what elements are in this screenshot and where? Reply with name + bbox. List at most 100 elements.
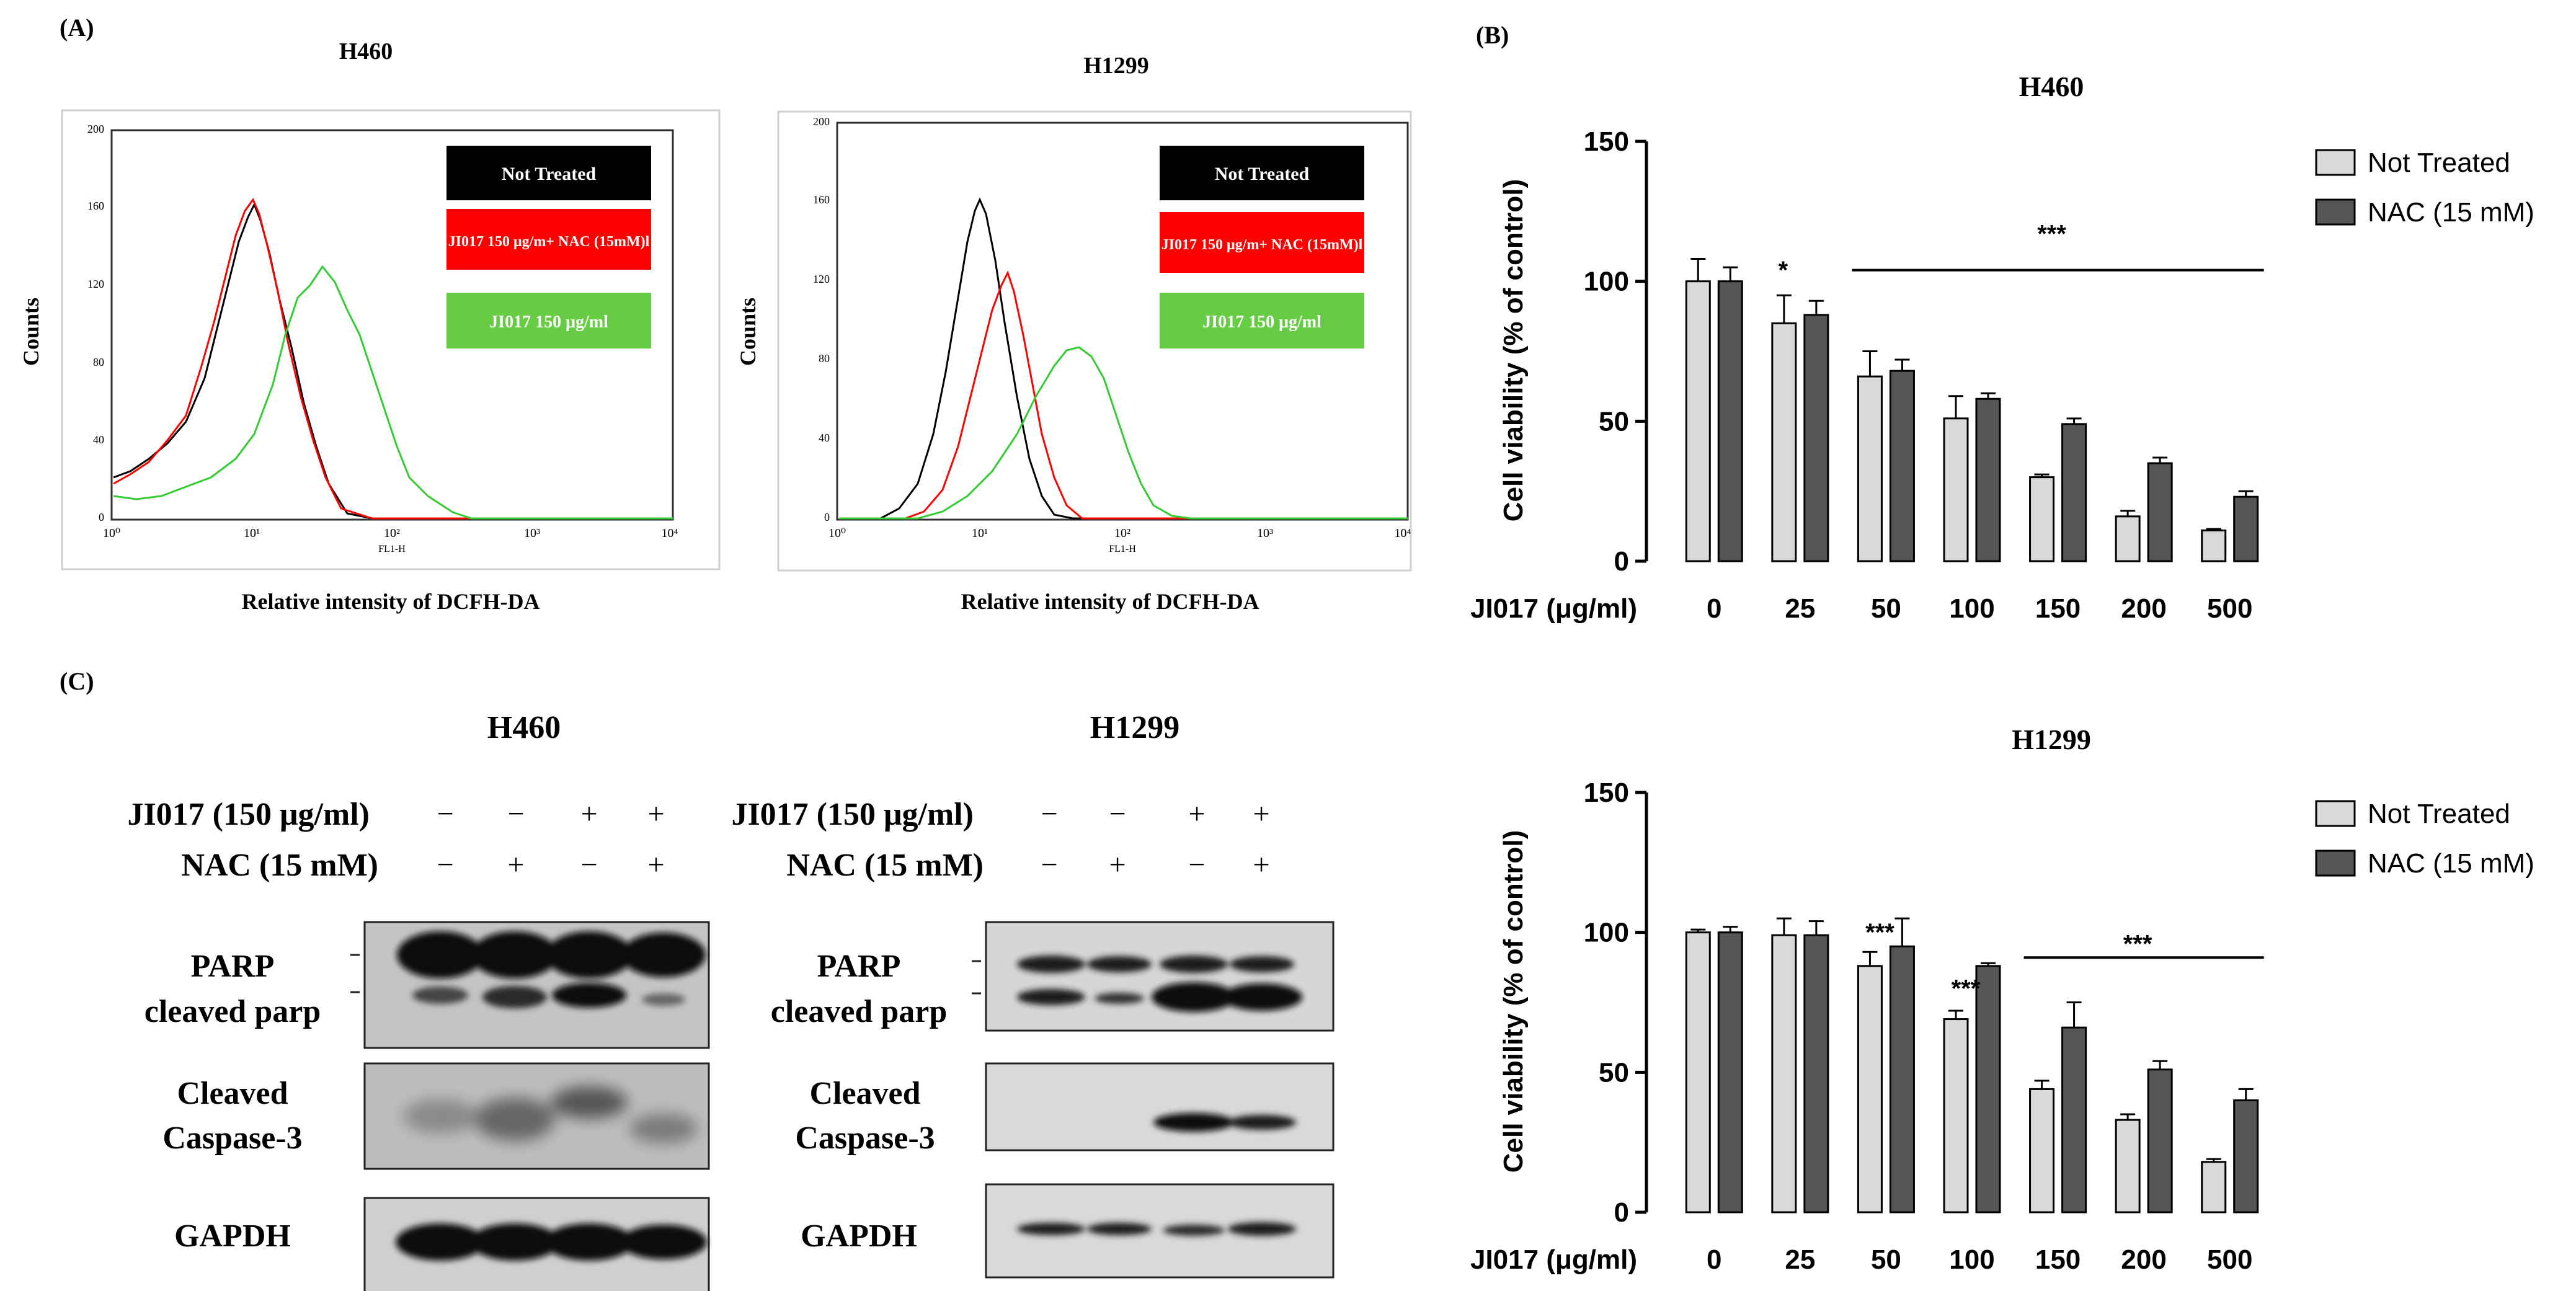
x-tick-label: 200: [2121, 593, 2166, 624]
flow-xtick-3-h1299: 10³: [1257, 526, 1273, 540]
flow-ytick-200-h460: 200: [87, 123, 104, 135]
flow-xlabel-h1299: Relative intensity of DCFH-DA: [961, 589, 1259, 614]
x-tick-label: 150: [2035, 593, 2081, 624]
band-cleaved-parp-lane3-h1299: [1152, 982, 1236, 1012]
band-caspase3-lane4-h1299: [1228, 1115, 1296, 1130]
band-caspase3-lane3-h1299: [1153, 1113, 1234, 1132]
band-cleaved-parp-lane4-h1299: [1222, 983, 1302, 1011]
blot-label-cleaved-parp-h460: cleaved parp: [144, 994, 321, 1029]
significance-label: *: [1779, 257, 1788, 284]
flow-title-h460: H460: [339, 38, 393, 64]
band-gapdh-lane1-h1299: [1017, 1223, 1085, 1235]
bar-nac-0: [1717, 931, 1743, 1213]
legend-label-jio17-nac-h1299: JI017 150 μg/m+ NAC (15mM)l: [1161, 237, 1363, 253]
histogram-jio17-h460: [113, 265, 673, 520]
x-tick-label: 500: [2207, 1244, 2252, 1275]
y-tick-label: 100: [1584, 918, 1629, 948]
band-parp-lane3-h460: [546, 931, 633, 978]
bar-nac-50: [1889, 370, 1915, 562]
sign-jio17-lane4-h460: +: [647, 797, 664, 830]
legend-label: NAC (15 mM): [2368, 848, 2534, 879]
blot-label-parp-h460: PARP: [191, 949, 275, 984]
sign-jio17-lane3-h1299: +: [1188, 797, 1205, 830]
bar-not-treated-100: [1943, 417, 1969, 562]
flow-outer-frame-h1299: [777, 110, 1412, 572]
bar-not-treated-150: [2029, 1088, 2055, 1213]
y-tick-label: 50: [1599, 406, 1629, 437]
blot-label-cleaved-h1299: Cleaved: [809, 1076, 920, 1111]
bar-nac-0: [1717, 280, 1743, 562]
band-cleaved-parp-lane2-h1299: [1095, 993, 1144, 1004]
legend-swatch: [2315, 149, 2356, 176]
band-gapdh-lane3-h1299: [1163, 1225, 1225, 1236]
western-row-label-nac-h460: NAC (15 mM): [181, 848, 378, 883]
chart-title: H1299: [2012, 724, 2091, 755]
bar-not-treated-500: [2201, 529, 2227, 562]
legend-label-jio17-nac-h460: JI017 150 μg/m+ NAC (15mM)l: [448, 234, 650, 250]
band-gapdh-lane2-h460: [470, 1223, 559, 1261]
flow-channel-h460: FL1-H: [378, 544, 406, 554]
flow-ytick-80-h1299: 80: [819, 352, 830, 365]
bar-not-treated-50: [1857, 375, 1883, 562]
bar-nac-200: [2147, 1068, 2173, 1213]
legend-label-not-treated-h1299: Not Treated: [1215, 164, 1310, 184]
sign-nac-lane4-h1299: +: [1253, 848, 1269, 881]
bar-chart-h460: H460 Cell viability (% of control) JI017…: [1470, 71, 2534, 624]
x-tick-label: 25: [1785, 1244, 1815, 1275]
western-title-h460: H460: [487, 710, 561, 745]
band-caspase3-lane4-h460: [629, 1114, 698, 1143]
legend-swatch: [2315, 198, 2356, 226]
x-tick-label: 50: [1871, 593, 1901, 624]
flow-legend-h460: Not Treated JI017 150 μg/m+ NAC (15mM)l …: [446, 146, 651, 348]
band-parp-lane4-h460: [621, 933, 706, 977]
bar-not-treated-100: [1943, 1018, 1969, 1213]
bar-not-treated-25: [1771, 322, 1797, 562]
significance-label: ***: [2123, 930, 2152, 957]
sign-nac-lane2-h1299: +: [1109, 848, 1126, 881]
band-cleaved-parp-lane3-h460: [552, 983, 626, 1008]
sign-jio17-lane2-h460: −: [507, 797, 524, 830]
x-tick-label: 0: [1707, 593, 1721, 624]
chart-xlabel: JI017 (μg/ml): [1470, 1244, 1637, 1275]
x-tick-label: 100: [1949, 593, 1994, 624]
sign-jio17-lane1-h1299: −: [1041, 797, 1057, 830]
x-tick-label: 200: [2121, 1244, 2166, 1275]
band-gapdh-lane2-h1299: [1087, 1223, 1152, 1235]
sign-jio17-lane1-h460: −: [437, 797, 453, 830]
band-parp-lane2-h1299: [1087, 956, 1152, 972]
flow-ytick-0-h1299: 0: [824, 511, 830, 523]
flow-ytick-80-h460: 80: [93, 356, 104, 368]
x-tick-label: 25: [1785, 593, 1815, 624]
panel-label-b: (B): [1476, 21, 1509, 49]
bar-not-treated-200: [2115, 515, 2141, 562]
panel-label-a: (A): [60, 14, 94, 42]
bar-not-treated-25: [1771, 934, 1797, 1213]
legend-swatch: [2315, 850, 2356, 877]
flow-xtick-1-h1299: 10¹: [972, 526, 988, 540]
legend-label: NAC (15 mM): [2368, 197, 2534, 228]
flow-plot-frame-h1299: [836, 122, 1409, 521]
bar-nac-50: [1889, 945, 1915, 1213]
band-gapdh-lane3-h460: [544, 1223, 634, 1261]
x-tick-label: 0: [1707, 1244, 1721, 1275]
histogram-jio17-h1299: [839, 346, 1408, 520]
band-caspase3-lane2-h460: [474, 1098, 555, 1141]
significance-label: ***: [2037, 220, 2066, 247]
flow-plot-frame-h460: [110, 129, 674, 521]
bar-not-treated-200: [2115, 1119, 2141, 1213]
band-gapdh-lane4-h460: [620, 1225, 707, 1259]
western-row-label-jio17-h1299: JI017 (150 μg/ml): [731, 797, 974, 832]
flow-ytick-160-h1299: 160: [813, 193, 830, 206]
flow-xlabel-h460: Relative intensity of DCFH-DA: [242, 589, 540, 614]
panel-label-c: (C): [60, 667, 94, 695]
western-panel-h1299: H1299 JI017 (150 μg/ml) NAC (15 mM) − − …: [731, 710, 1335, 1279]
bar-nac-500: [2233, 1099, 2259, 1213]
y-tick-label: 100: [1584, 267, 1629, 297]
y-tick-label: 150: [1584, 126, 1629, 157]
band-cleaved-parp-lane4-h460: [642, 993, 685, 1006]
band-gapdh-lane4-h1299: [1228, 1222, 1296, 1236]
blot-label-gapdh-h1299: GAPDH: [801, 1218, 917, 1254]
chart-ylabel: Cell viability (% of control): [1498, 830, 1529, 1173]
sign-jio17-lane4-h1299: +: [1253, 797, 1269, 830]
flow-xtick-0-h460: 10⁰: [103, 526, 120, 540]
